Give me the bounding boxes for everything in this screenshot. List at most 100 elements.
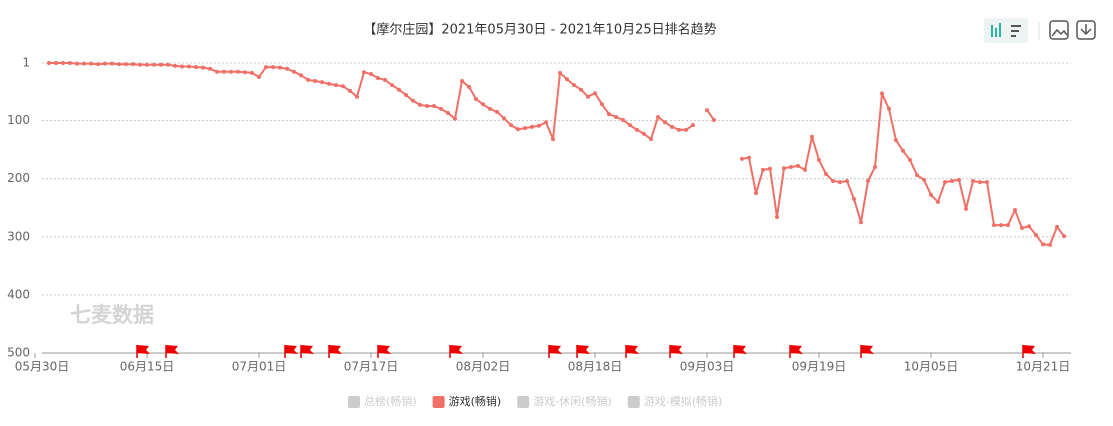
flag bbox=[577, 345, 590, 354]
y-tick-label: 400 bbox=[7, 287, 30, 301]
data-point bbox=[1041, 242, 1045, 247]
data-point bbox=[229, 69, 233, 74]
x-tick-label: 10月05日 bbox=[904, 360, 959, 374]
data-point bbox=[544, 120, 548, 125]
data-point bbox=[649, 137, 653, 142]
y-tick-label: 300 bbox=[7, 229, 30, 243]
save-image[interactable] bbox=[1049, 20, 1069, 40]
data-point bbox=[369, 72, 373, 77]
data-point bbox=[348, 88, 352, 93]
data-point bbox=[747, 155, 751, 160]
data-point bbox=[600, 102, 604, 107]
data-point bbox=[117, 62, 121, 67]
data-point bbox=[880, 91, 884, 96]
legend-label[interactable]: 总榜(畅销) bbox=[364, 394, 417, 408]
data-point bbox=[537, 123, 541, 128]
x-tick-label: 09月19日 bbox=[792, 360, 847, 374]
data-point bbox=[516, 127, 520, 132]
data-point bbox=[663, 120, 667, 125]
chart-title: 【摩尔庄园】2021年05月30日 - 2021年10月25日排名趋势 bbox=[363, 22, 716, 38]
flag bbox=[861, 345, 874, 354]
flag bbox=[626, 345, 639, 354]
data-point bbox=[509, 123, 513, 128]
legend-label[interactable]: 游戏-休闲(畅销) bbox=[533, 394, 612, 408]
data-point bbox=[432, 104, 436, 109]
data-point bbox=[712, 117, 716, 122]
data-point bbox=[467, 84, 471, 89]
data-point bbox=[873, 165, 877, 170]
flag bbox=[301, 345, 314, 354]
y-tick-label: 200 bbox=[7, 171, 30, 185]
data-point bbox=[1013, 208, 1017, 213]
data-point bbox=[404, 92, 408, 97]
data-point bbox=[740, 156, 744, 161]
data-point bbox=[320, 80, 324, 85]
data-point bbox=[215, 69, 219, 74]
data-point bbox=[313, 79, 317, 84]
data-point bbox=[691, 123, 695, 128]
data-point bbox=[922, 177, 926, 182]
data-point bbox=[474, 97, 478, 102]
data-point bbox=[285, 66, 289, 71]
data-point bbox=[894, 138, 898, 143]
data-point bbox=[824, 172, 828, 177]
y-tick-label: 100 bbox=[7, 113, 30, 127]
data-point bbox=[236, 69, 240, 74]
view-toggle[interactable] bbox=[984, 18, 1028, 43]
data-point bbox=[999, 223, 1003, 228]
data-point bbox=[187, 64, 191, 69]
data-point bbox=[810, 134, 814, 139]
data-point bbox=[145, 62, 149, 67]
data-point bbox=[47, 61, 51, 65]
data-point bbox=[859, 220, 863, 225]
data-point bbox=[383, 77, 387, 82]
legend-label[interactable]: 游戏(畅销) bbox=[449, 394, 502, 408]
data-point bbox=[754, 191, 758, 196]
data-point bbox=[761, 167, 765, 172]
data-point bbox=[446, 110, 450, 115]
data-point bbox=[593, 91, 597, 96]
data-point bbox=[901, 148, 905, 153]
data-point bbox=[572, 83, 576, 88]
data-point bbox=[852, 196, 856, 201]
data-point bbox=[362, 70, 366, 75]
data-point bbox=[376, 76, 380, 81]
data-point bbox=[985, 180, 989, 185]
data-point bbox=[292, 69, 296, 74]
flag bbox=[450, 345, 463, 354]
data-point bbox=[299, 73, 303, 78]
data-point bbox=[908, 158, 912, 163]
data-point bbox=[138, 62, 142, 67]
data-point bbox=[61, 61, 65, 65]
data-point bbox=[705, 108, 709, 113]
data-point bbox=[341, 84, 345, 89]
x-tick-label: 08月18日 bbox=[568, 360, 623, 374]
data-point bbox=[789, 165, 793, 170]
data-point bbox=[75, 61, 79, 66]
flag bbox=[670, 345, 683, 354]
data-point bbox=[670, 124, 674, 129]
download[interactable] bbox=[1076, 20, 1096, 40]
data-point bbox=[159, 62, 163, 67]
data-point bbox=[964, 206, 968, 211]
data-point bbox=[439, 106, 443, 111]
x-tick-label: 07月17日 bbox=[344, 360, 399, 374]
data-point bbox=[915, 173, 919, 178]
data-point bbox=[796, 163, 800, 168]
data-point bbox=[110, 61, 114, 66]
data-point bbox=[194, 65, 198, 70]
legend-label[interactable]: 游戏-模拟(畅销) bbox=[644, 394, 723, 408]
data-point bbox=[943, 180, 947, 185]
data-point bbox=[635, 127, 639, 132]
data-point bbox=[782, 166, 786, 171]
data-point bbox=[803, 167, 807, 172]
data-point bbox=[978, 180, 982, 185]
legend-swatch bbox=[627, 396, 640, 408]
x-tick-label: 10月21日 bbox=[1016, 360, 1071, 374]
data-point bbox=[82, 61, 86, 66]
data-point bbox=[565, 77, 569, 82]
data-point bbox=[614, 115, 618, 120]
data-point bbox=[103, 61, 107, 66]
data-point bbox=[124, 62, 128, 67]
